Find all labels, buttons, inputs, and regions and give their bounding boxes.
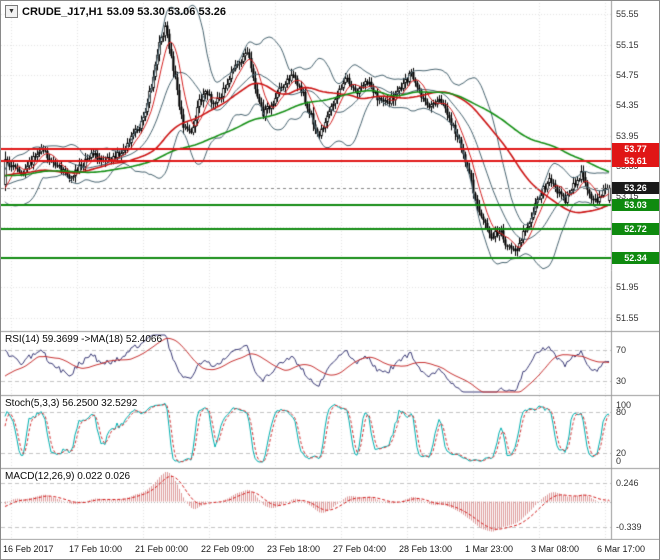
price-tick-label: 53.95 xyxy=(616,130,639,141)
price-tick-label: 55.15 xyxy=(616,39,639,50)
price-axis[interactable]: 55.5555.1554.7554.3553.9553.5553.1552.75… xyxy=(611,1,659,540)
macd-axis-label: 0.246 xyxy=(616,478,639,489)
price-level-badge: 53.26 xyxy=(612,182,659,194)
rsi-axis-label: 30 xyxy=(616,375,627,386)
price-tick-label: 51.95 xyxy=(616,282,639,293)
stoch-indicator-label: Stoch(5,3,3) 56.2500 32.5292 xyxy=(5,398,138,409)
time-axis-label: 23 Feb 18:00 xyxy=(267,544,321,554)
price-tick-label: 55.55 xyxy=(616,9,639,20)
time-axis-label: 21 Feb 00:00 xyxy=(135,544,189,554)
rsi-axis-label: 70 xyxy=(616,345,627,356)
price-level-badge: 52.34 xyxy=(612,252,659,264)
price-level-badge: 53.61 xyxy=(612,155,659,167)
price-level-badge: 53.03 xyxy=(612,199,659,211)
time-axis-label: 28 Feb 13:00 xyxy=(399,544,453,554)
ohlc-values: 53.09 53.30 53.06 53.26 xyxy=(106,5,226,18)
symbol-label: CRUDE_J17,H1 xyxy=(22,5,103,18)
price-level-badge: 53.77 xyxy=(612,143,659,155)
stoch-axis-label: 0 xyxy=(616,456,622,466)
symbol-dropdown-icon[interactable]: ▼ xyxy=(5,5,18,18)
rsi-indicator-label: RSI(14) 59.3699 ->MA(18) 52.4066 xyxy=(5,334,163,345)
price-level-badge: 52.72 xyxy=(612,223,659,235)
time-axis-label: 6 Mar 17:00 xyxy=(597,544,646,554)
time-axis[interactable]: 16 Feb 2017 17 Feb 10:00 21 Feb 00:00 22 Fe… xyxy=(1,540,659,559)
time-axis-label: 27 Feb 04:00 xyxy=(333,544,387,554)
price-tick-label: 51.55 xyxy=(616,312,639,323)
price-tick-label: 53.15 xyxy=(616,191,639,202)
price-tick-label: 54.75 xyxy=(616,70,639,81)
time-axis-label: 22 Feb 09:00 xyxy=(201,544,255,554)
stoch-axis-label: 100 xyxy=(616,400,632,410)
price-tick-label: 54.35 xyxy=(616,100,639,111)
macd-indicator-label: MACD(12,26,9) 0.022 0.026 xyxy=(5,471,131,482)
stoch-axis-label: 80 xyxy=(616,407,627,418)
time-axis-label: 17 Feb 10:00 xyxy=(69,544,123,554)
time-axis-label: 16 Feb 2017 xyxy=(3,544,54,554)
time-axis-label: 1 Mar 23:00 xyxy=(465,544,514,554)
chart-title: ▼ CRUDE_J17,H1 53.09 53.30 53.06 53.26 xyxy=(5,5,226,18)
stoch-axis-label: 20 xyxy=(616,447,627,458)
macd-axis-label: -0.339 xyxy=(616,521,642,532)
time-axis-label: 3 Mar 08:00 xyxy=(531,544,580,554)
